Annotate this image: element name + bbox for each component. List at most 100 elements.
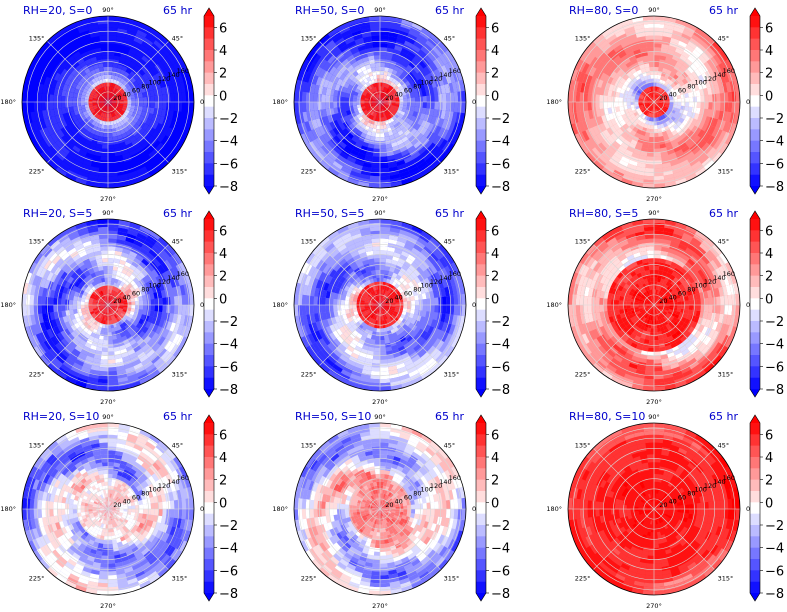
heatmap-cell <box>115 98 120 101</box>
heatmap-cell <box>305 143 315 155</box>
heatmap-cell <box>393 107 399 112</box>
heatmap-cell <box>352 98 357 102</box>
heatmap-cell <box>134 132 142 140</box>
heatmap-cell <box>395 99 400 102</box>
heatmap-cell <box>662 162 672 168</box>
heatmap-cell <box>623 67 631 75</box>
heatmap-cell <box>387 89 392 94</box>
heatmap-cell <box>157 87 163 96</box>
heatmap-cell <box>111 327 116 333</box>
heatmap-cell <box>112 112 116 117</box>
heatmap-cell <box>136 166 148 175</box>
heatmap-cell <box>708 125 716 136</box>
heatmap-cell <box>364 300 369 304</box>
heatmap-cell <box>654 74 658 79</box>
heatmap-cell <box>100 306 105 309</box>
heatmap-cell <box>415 157 426 167</box>
heatmap-cell <box>350 47 360 55</box>
heatmap-cell <box>148 46 158 56</box>
heatmap-cell <box>74 345 83 353</box>
heatmap-cell <box>664 96 670 99</box>
heatmap-cell <box>621 84 627 91</box>
heatmap-cell <box>95 312 100 317</box>
heatmap-cell <box>83 321 89 328</box>
heatmap-cell <box>165 321 173 331</box>
heatmap-cell <box>418 135 427 144</box>
heatmap-cell <box>625 86 631 92</box>
heatmap-cell <box>173 92 179 102</box>
heatmap-cell <box>118 73 124 79</box>
heatmap-cell <box>694 68 702 77</box>
heatmap-cell <box>100 302 105 304</box>
heatmap-cell <box>120 312 125 317</box>
heatmap-cell <box>108 222 119 228</box>
heatmap-cell <box>649 90 652 95</box>
heatmap-cell <box>693 84 700 91</box>
heatmap-cell <box>435 149 446 161</box>
heatmap-cell <box>349 67 357 75</box>
heatmap-cell <box>625 30 636 37</box>
heatmap-cell <box>80 146 89 153</box>
radial-tick-label: 20 <box>113 94 121 102</box>
heatmap-cell <box>99 35 108 40</box>
heatmap-cell <box>325 108 331 117</box>
heatmap-cell <box>49 305 54 313</box>
heatmap-cell <box>642 183 654 188</box>
heatmap-cell <box>575 102 581 113</box>
heatmap-cell <box>424 140 433 149</box>
heatmap-cell <box>43 279 51 289</box>
heatmap-cell <box>366 76 372 82</box>
heatmap-cell <box>149 230 161 240</box>
heatmap-cell <box>709 137 719 148</box>
radial-tick-label: 60 <box>678 86 686 94</box>
heatmap-cell <box>100 102 105 105</box>
heatmap-cell <box>668 118 674 124</box>
heatmap-cell <box>147 233 158 243</box>
heatmap-cell <box>70 236 82 245</box>
heatmap-cell <box>694 46 704 56</box>
heatmap-cell <box>34 111 41 122</box>
heatmap-cell <box>691 78 698 86</box>
heatmap-cell <box>654 23 665 29</box>
heatmap-cell <box>123 96 128 100</box>
heatmap-cell <box>96 300 101 303</box>
heatmap-cell <box>41 93 46 102</box>
heatmap-cell <box>146 49 155 58</box>
heatmap-cell <box>111 305 116 308</box>
heatmap-cell <box>675 136 683 143</box>
heatmap-cell <box>380 82 383 87</box>
heatmap-cell <box>160 350 171 361</box>
heatmap-cell <box>381 86 385 91</box>
heatmap-cell <box>81 311 87 316</box>
heatmap-cell <box>135 51 144 59</box>
heatmap-cell <box>123 274 130 281</box>
heatmap-cell <box>61 89 67 97</box>
theta-tick-label: 45° <box>172 34 184 42</box>
heatmap-cell <box>36 120 43 131</box>
heatmap-cell <box>24 272 33 284</box>
heatmap-cell <box>662 166 673 172</box>
heatmap-cell <box>104 312 107 317</box>
heatmap-cell <box>384 286 388 291</box>
heatmap-cell <box>360 118 366 124</box>
heatmap-cell <box>648 136 654 142</box>
heatmap-cell <box>142 96 148 102</box>
heatmap-cell <box>402 44 412 52</box>
heatmap-cell <box>651 113 654 118</box>
heatmap-cell <box>712 41 723 53</box>
heatmap-cell <box>119 305 124 308</box>
heatmap-cell <box>348 300 353 305</box>
heatmap-cell <box>317 85 324 95</box>
heatmap-cell <box>94 68 100 74</box>
heatmap-cell <box>306 82 313 93</box>
heatmap-cell <box>424 55 433 64</box>
heatmap-cell <box>694 148 704 158</box>
radial-tick-label: 20 <box>113 297 121 305</box>
heatmap-cell <box>55 370 67 380</box>
heatmap-cell <box>729 123 738 135</box>
heatmap-cell <box>172 110 178 121</box>
heatmap-cell <box>43 56 53 67</box>
heatmap-cell <box>94 76 100 82</box>
heatmap-cell <box>49 312 56 321</box>
heatmap-cell <box>70 271 78 279</box>
